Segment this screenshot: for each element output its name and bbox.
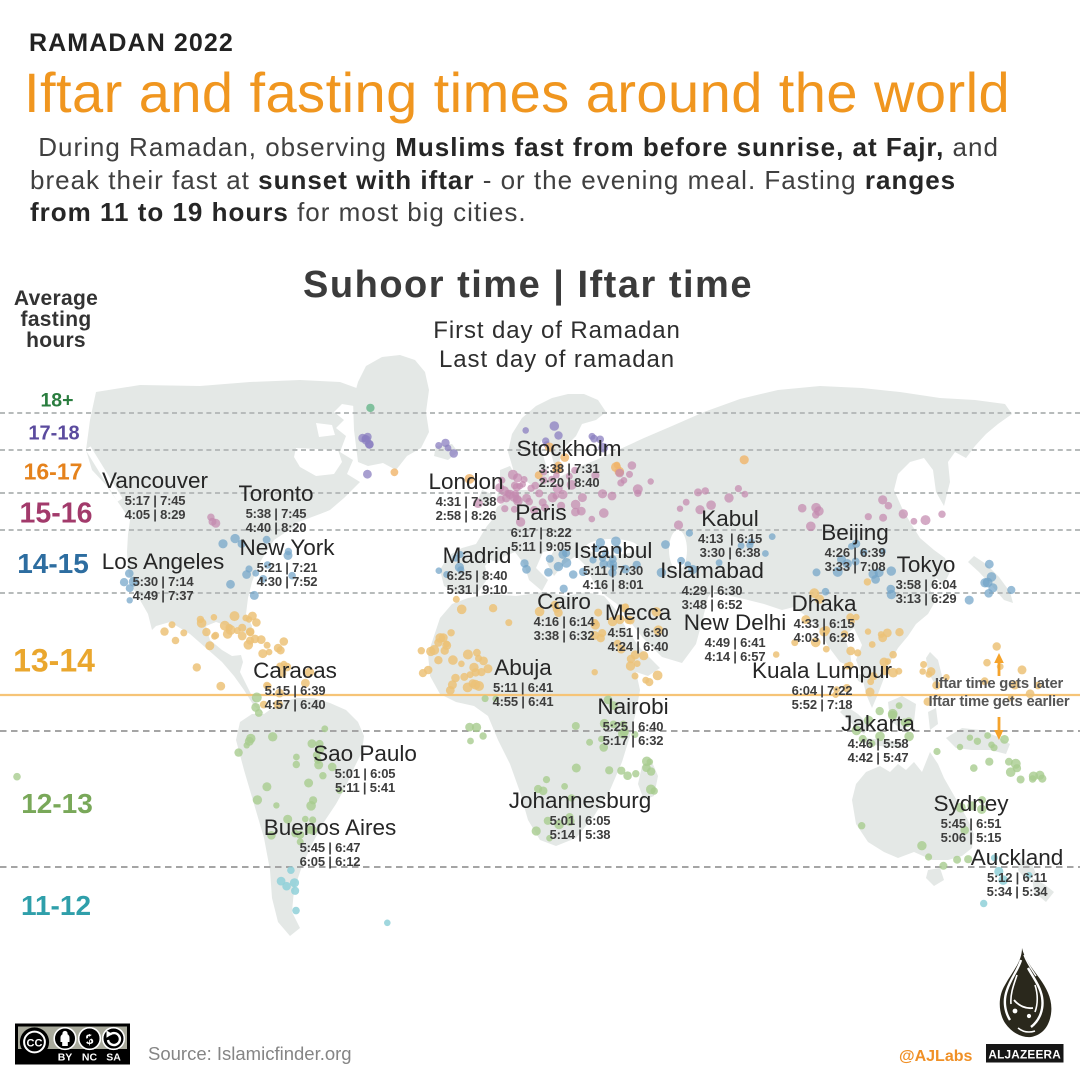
svg-text:CC: CC <box>27 1037 43 1049</box>
svg-text:NC: NC <box>82 1052 98 1064</box>
svg-text:BY: BY <box>58 1052 73 1064</box>
svg-text:ALJAZEERA: ALJAZEERA <box>988 1048 1061 1062</box>
svg-text:SA: SA <box>106 1052 121 1064</box>
